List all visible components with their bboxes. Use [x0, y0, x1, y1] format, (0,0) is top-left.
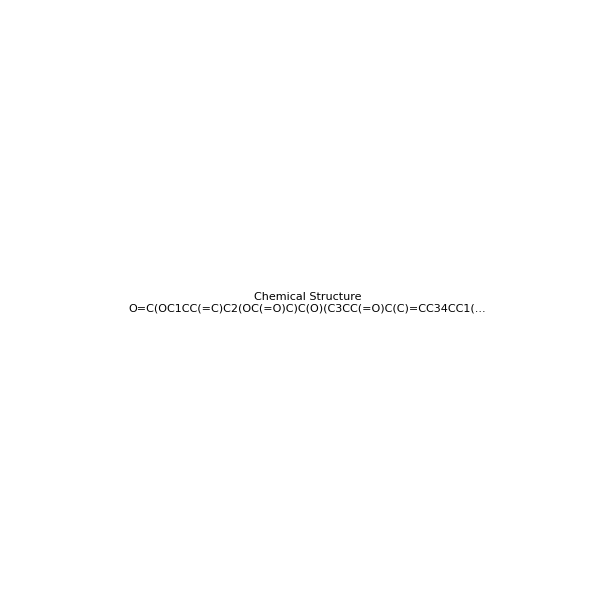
Text: Chemical Structure
O=C(OC1CC(=C)C2(OC(=O)C)C(O)(C3CC(=O)C(C)=CC34CC1(...: Chemical Structure O=C(OC1CC(=C)C2(OC(=O… — [128, 292, 487, 314]
